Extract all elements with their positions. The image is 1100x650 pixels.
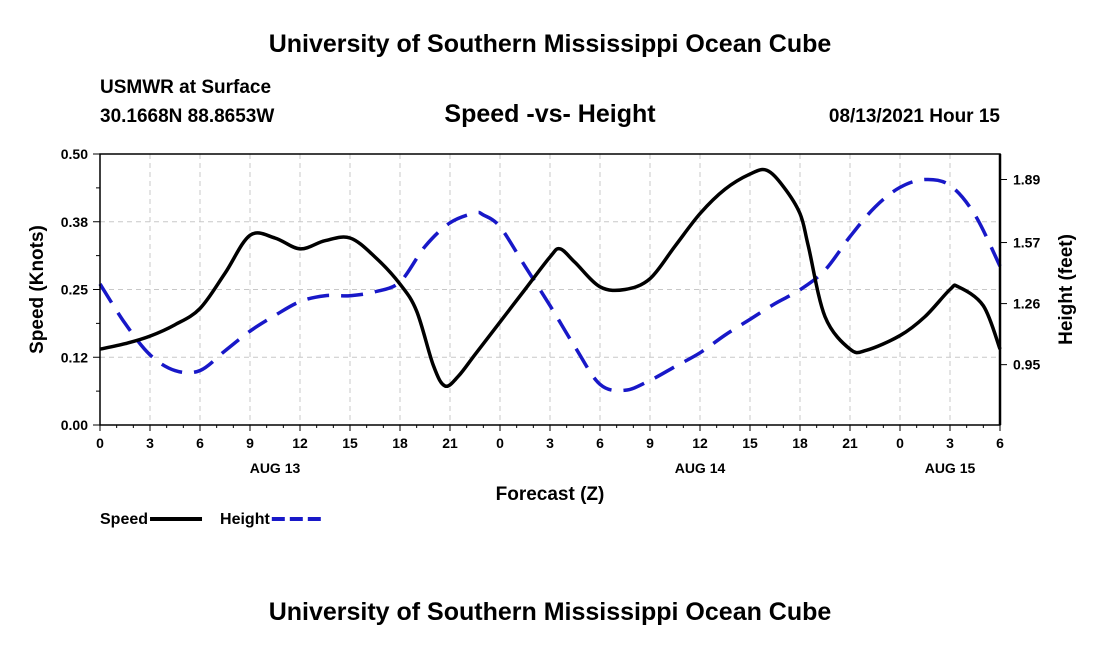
x-tick-label: 12 bbox=[292, 435, 308, 451]
x-axis-label: Forecast (Z) bbox=[496, 484, 605, 505]
x-tick-label: 3 bbox=[146, 435, 154, 451]
y-tick-label: 0.00 bbox=[61, 417, 88, 433]
y2-tick-label: 1.26 bbox=[1013, 296, 1040, 312]
y-tick-label: 0.50 bbox=[61, 146, 88, 162]
day-label: AUG 14 bbox=[675, 460, 726, 476]
chart-subtitle: Speed -vs- Height bbox=[444, 100, 656, 128]
x-tick-label: 0 bbox=[896, 435, 904, 451]
y-tick-label: 0.38 bbox=[61, 214, 88, 230]
station-label: USMWR at Surface bbox=[100, 77, 272, 98]
x-tick-label: 15 bbox=[742, 435, 758, 451]
x-tick-label: 0 bbox=[496, 435, 504, 451]
grid-lines bbox=[100, 154, 1000, 425]
footer-title: University of Southern Mississippi Ocean… bbox=[268, 598, 832, 626]
x-tick-label: 6 bbox=[996, 435, 1004, 451]
x-tick-label: 18 bbox=[392, 435, 408, 451]
y2-tick-label: 1.57 bbox=[1013, 235, 1040, 251]
x-tick-label: 12 bbox=[692, 435, 708, 451]
x-tick-label: 9 bbox=[246, 435, 254, 451]
x-tick-label: 6 bbox=[196, 435, 204, 451]
x-tick-label: 21 bbox=[842, 435, 858, 451]
series-lines bbox=[98, 167, 1002, 393]
series-line-speed bbox=[99, 167, 1002, 389]
forecast-datetime: 08/13/2021 Hour 15 bbox=[828, 106, 1000, 127]
x-tick-label: 3 bbox=[946, 435, 954, 451]
y-tick-label: 0.12 bbox=[61, 349, 88, 365]
x-tick-label: 9 bbox=[646, 435, 654, 451]
y2-tick-label: 0.95 bbox=[1013, 357, 1040, 373]
y-tick-label: 0.25 bbox=[61, 282, 88, 298]
x-tick-label: 15 bbox=[342, 435, 358, 451]
x-tick-label: 18 bbox=[792, 435, 808, 451]
x-tick-label: 0 bbox=[96, 435, 104, 451]
y2-tick-label: 1.89 bbox=[1013, 172, 1040, 188]
station-coordinates: 30.1668N 88.8653W bbox=[100, 106, 275, 127]
x-tick-label: 6 bbox=[596, 435, 604, 451]
day-label: AUG 13 bbox=[250, 460, 301, 476]
y2-axis-label: Height (feet) bbox=[1056, 234, 1077, 345]
axes: 0 3 6 9 12 15 18 21 0 3 6 9 12 15 18 21 0 3 6 AUG 13 AUG 14 A… bbox=[61, 146, 1041, 476]
series-line-height bbox=[98, 177, 1002, 393]
chart-title: University of Southern Mississippi Ocean… bbox=[268, 30, 832, 58]
legend-label-speed: Speed bbox=[100, 511, 148, 528]
day-label: AUG 15 bbox=[925, 460, 976, 476]
legend: Speed Height bbox=[100, 511, 324, 528]
x-tick-label: 21 bbox=[442, 435, 458, 451]
y-axis-label: Speed (Knots) bbox=[27, 225, 48, 354]
legend-label-height: Height bbox=[220, 511, 270, 528]
x-tick-label: 3 bbox=[546, 435, 554, 451]
